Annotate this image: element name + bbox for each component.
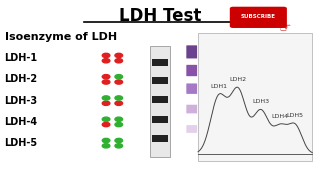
Circle shape bbox=[115, 53, 123, 58]
Text: ☞: ☞ bbox=[279, 20, 292, 34]
Circle shape bbox=[102, 96, 110, 100]
Text: LDH5: LDH5 bbox=[287, 113, 304, 118]
FancyBboxPatch shape bbox=[186, 45, 197, 58]
Circle shape bbox=[115, 144, 123, 148]
FancyBboxPatch shape bbox=[152, 77, 168, 84]
FancyBboxPatch shape bbox=[152, 96, 168, 103]
Text: LDH2: LDH2 bbox=[229, 77, 247, 82]
Circle shape bbox=[115, 80, 123, 84]
FancyBboxPatch shape bbox=[186, 125, 197, 133]
FancyBboxPatch shape bbox=[186, 84, 197, 94]
Circle shape bbox=[115, 138, 123, 143]
FancyBboxPatch shape bbox=[186, 65, 197, 76]
Text: LDH3: LDH3 bbox=[252, 99, 269, 104]
FancyBboxPatch shape bbox=[150, 46, 170, 157]
Circle shape bbox=[102, 122, 110, 127]
FancyBboxPatch shape bbox=[152, 135, 168, 142]
Text: LDH-4: LDH-4 bbox=[4, 117, 38, 127]
Circle shape bbox=[102, 101, 110, 105]
FancyBboxPatch shape bbox=[230, 7, 287, 28]
Text: SUBSCRIBE: SUBSCRIBE bbox=[241, 14, 276, 19]
Text: LDH Test: LDH Test bbox=[119, 7, 201, 25]
FancyBboxPatch shape bbox=[152, 59, 168, 66]
Circle shape bbox=[102, 53, 110, 58]
Circle shape bbox=[102, 80, 110, 84]
Circle shape bbox=[115, 96, 123, 100]
Circle shape bbox=[102, 117, 110, 121]
Text: LDH-3: LDH-3 bbox=[4, 96, 38, 106]
Circle shape bbox=[102, 59, 110, 63]
Text: LDH4: LDH4 bbox=[272, 114, 289, 119]
Text: LDH-5: LDH-5 bbox=[4, 138, 38, 148]
Text: LDH-1: LDH-1 bbox=[4, 53, 38, 63]
FancyBboxPatch shape bbox=[152, 116, 168, 123]
Circle shape bbox=[115, 122, 123, 127]
Text: Isoenzyme of LDH: Isoenzyme of LDH bbox=[4, 31, 117, 42]
Circle shape bbox=[102, 144, 110, 148]
Text: LDH1: LDH1 bbox=[210, 84, 227, 89]
Circle shape bbox=[115, 117, 123, 121]
FancyBboxPatch shape bbox=[198, 33, 312, 161]
Circle shape bbox=[102, 75, 110, 79]
Circle shape bbox=[115, 59, 123, 63]
Circle shape bbox=[115, 101, 123, 105]
Text: LDH-2: LDH-2 bbox=[4, 74, 38, 84]
Circle shape bbox=[102, 138, 110, 143]
FancyBboxPatch shape bbox=[186, 105, 197, 113]
Circle shape bbox=[115, 75, 123, 79]
